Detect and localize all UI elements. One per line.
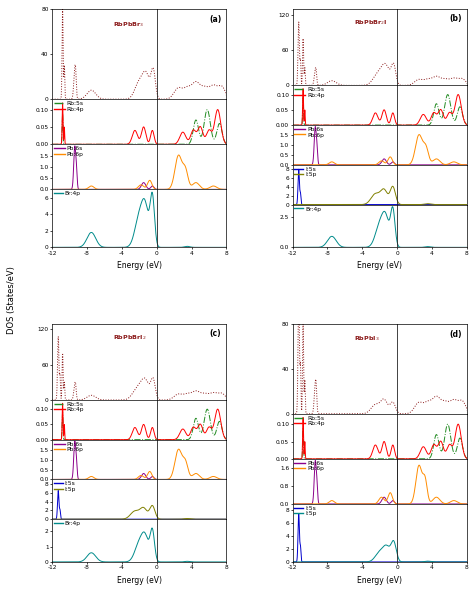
Legend: Rb:5s, Rb:4p: Rb:5s, Rb:4p [54,100,84,112]
Text: RbPbI$_3$: RbPbI$_3$ [354,334,379,343]
Legend: Pb:6s, Pb:6p: Pb:6s, Pb:6p [294,126,324,138]
Text: DOS (States/eV): DOS (States/eV) [7,267,16,334]
X-axis label: Energy (eV): Energy (eV) [357,576,402,585]
Legend: I:5s, I:5p: I:5s, I:5p [294,166,317,178]
Text: (d): (d) [449,330,462,339]
Legend: Pb:6s, Pb:6p: Pb:6s, Pb:6p [54,441,84,453]
Text: RbPbBr$_2$I: RbPbBr$_2$I [354,18,387,27]
Legend: Rb:5s, Rb:4p: Rb:5s, Rb:4p [294,87,325,99]
Legend: I:5s, I:5p: I:5s, I:5p [54,481,77,492]
X-axis label: Energy (eV): Energy (eV) [357,261,402,270]
Legend: Br:4p: Br:4p [54,520,81,526]
Legend: Pb:6s, Pb:6p: Pb:6s, Pb:6p [294,460,324,472]
Legend: Pb:6s, Pb:6p: Pb:6s, Pb:6p [54,145,84,157]
Text: (a): (a) [209,16,221,24]
Legend: I:5s, I:5p: I:5s, I:5p [294,505,317,517]
Legend: Br:4p: Br:4p [54,191,81,197]
X-axis label: Energy (eV): Energy (eV) [117,576,162,585]
Legend: Rb:5s, Rb:4p: Rb:5s, Rb:4p [54,401,84,413]
Text: (b): (b) [449,14,462,23]
Text: RbPbBrI$_2$: RbPbBrI$_2$ [113,333,146,342]
X-axis label: Energy (eV): Energy (eV) [117,261,162,270]
Text: (c): (c) [210,329,221,338]
Legend: Rb:5s, Rb:4p: Rb:5s, Rb:4p [294,415,325,427]
Legend: Br:4p: Br:4p [294,206,322,212]
Text: RbPbBr$_3$: RbPbBr$_3$ [113,20,145,29]
